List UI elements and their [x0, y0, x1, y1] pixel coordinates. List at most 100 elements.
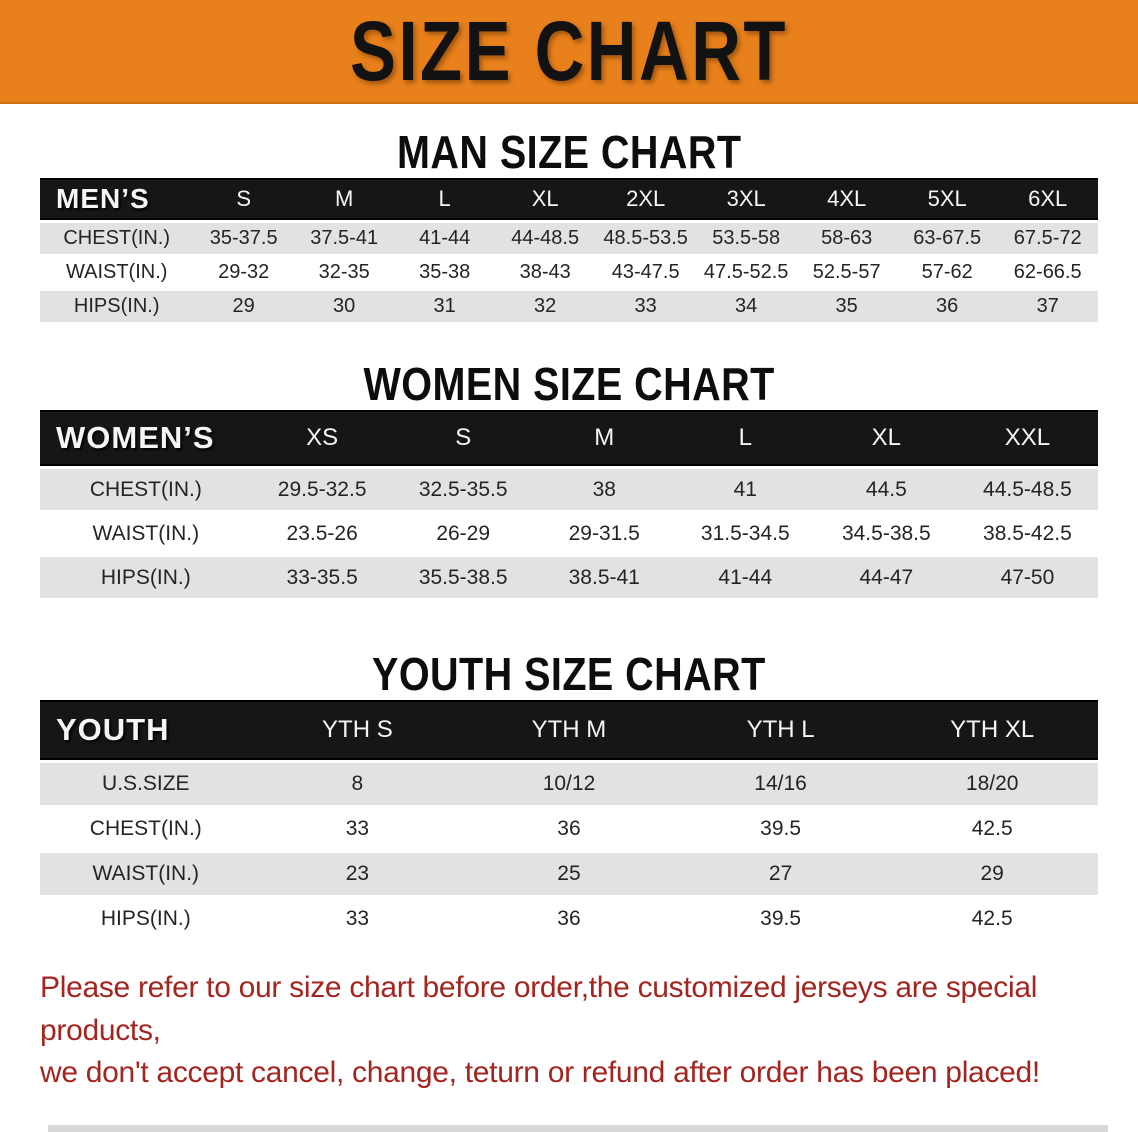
- value-cell: 44-48.5: [494, 223, 596, 254]
- size-header-cell: 6XL: [997, 178, 1098, 220]
- women-size-table: WOMEN’S XS S M L XL XXL CHEST(IN.) 29.5-…: [40, 407, 1098, 601]
- value-cell: 32-35: [293, 257, 395, 288]
- value-cell: 47-50: [956, 557, 1098, 598]
- row-label-cell: WAIST(IN.): [40, 257, 194, 288]
- men-chest-row: CHEST(IN.) 35-37.5 37.5-41 41-44 44-48.5…: [40, 223, 1098, 254]
- size-header-cell: XXL: [956, 410, 1098, 466]
- value-cell: 31.5-34.5: [674, 513, 816, 554]
- row-label-cell: CHEST(IN.): [40, 223, 194, 254]
- size-header-cell: 5XL: [896, 178, 998, 220]
- men-section-heading: MAN SIZE CHART: [0, 129, 1138, 175]
- page-title: SIZE CHART: [350, 4, 788, 98]
- size-header-cell: L: [394, 178, 495, 220]
- size-header-cell: S: [193, 178, 294, 220]
- size-header-cell: YTH M: [463, 700, 675, 760]
- size-header-cell: M: [293, 178, 395, 220]
- value-cell: 57-62: [896, 257, 998, 288]
- women-section-heading-text: WOMEN SIZE CHART: [363, 358, 775, 410]
- men-section: MAN SIZE CHART MEN’S S M L XL 2XL 3XL 4X…: [0, 129, 1138, 325]
- row-label-cell: HIPS(IN.): [40, 898, 252, 940]
- women-chest-row: CHEST(IN.) 29.5-32.5 32.5-35.5 38 41 44.…: [40, 469, 1098, 510]
- men-header-row: MEN’S S M L XL 2XL 3XL 4XL 5XL 6XL: [40, 178, 1098, 220]
- value-cell: 33: [251, 808, 464, 850]
- value-cell: 43-47.5: [595, 257, 696, 288]
- value-cell: 62-66.5: [997, 257, 1098, 288]
- women-waist-row: WAIST(IN.) 23.5-26 26-29 29-31.5 31.5-34…: [40, 513, 1098, 554]
- size-header-cell: YTH L: [674, 700, 887, 760]
- value-cell: 8: [251, 763, 464, 805]
- size-header-cell: YTH S: [251, 700, 464, 760]
- value-cell: 26-29: [392, 513, 534, 554]
- value-cell: 35-37.5: [193, 223, 294, 254]
- row-label-cell: HIPS(IN.): [40, 557, 252, 598]
- youth-waist-row: WAIST(IN.) 23 25 27 29: [40, 853, 1098, 895]
- size-header-cell: XS: [251, 410, 393, 466]
- value-cell: 41: [674, 469, 816, 510]
- value-cell: 23.5-26: [251, 513, 393, 554]
- youth-section-heading-text: YOUTH SIZE CHART: [372, 648, 766, 700]
- value-cell: 48.5-53.5: [595, 223, 696, 254]
- value-cell: 42.5: [886, 898, 1098, 940]
- size-header-cell: 3XL: [695, 178, 797, 220]
- youth-header-row: YOUTH YTH S YTH M YTH L YTH XL: [40, 700, 1098, 760]
- size-header-cell: YTH XL: [886, 700, 1098, 760]
- youth-ussize-row: U.S.SIZE 8 10/12 14/16 18/20: [40, 763, 1098, 805]
- value-cell: 33: [595, 291, 696, 322]
- value-cell: 35.5-38.5: [392, 557, 534, 598]
- row-label-cell: U.S.SIZE: [40, 763, 252, 805]
- value-cell: 44.5-48.5: [956, 469, 1098, 510]
- value-cell: 18/20: [886, 763, 1098, 805]
- value-cell: 41-44: [394, 223, 495, 254]
- value-cell: 39.5: [674, 898, 887, 940]
- value-cell: 14/16: [674, 763, 887, 805]
- value-cell: 32: [494, 291, 596, 322]
- value-cell: 33-35.5: [251, 557, 393, 598]
- size-chart-banner: SIZE CHART: [0, 0, 1138, 104]
- value-cell: 35: [796, 291, 897, 322]
- value-cell: 31: [394, 291, 495, 322]
- value-cell: 38: [533, 469, 675, 510]
- value-cell: 36: [463, 898, 675, 940]
- men-waist-row: WAIST(IN.) 29-32 32-35 35-38 38-43 43-47…: [40, 257, 1098, 288]
- size-header-cell: S: [392, 410, 534, 466]
- value-cell: 32.5-35.5: [392, 469, 534, 510]
- row-label-cell: CHEST(IN.): [40, 469, 252, 510]
- value-cell: 58-63: [796, 223, 897, 254]
- value-cell: 37: [997, 291, 1098, 322]
- value-cell: 44.5: [815, 469, 957, 510]
- value-cell: 41-44: [674, 557, 816, 598]
- value-cell: 36: [463, 808, 675, 850]
- youth-group-label: YOUTH: [40, 700, 252, 760]
- value-cell: 27: [674, 853, 887, 895]
- women-group-label: WOMEN’S: [40, 410, 252, 466]
- value-cell: 34.5-38.5: [815, 513, 957, 554]
- row-label-cell: CHEST(IN.): [40, 808, 252, 850]
- value-cell: 38.5-42.5: [956, 513, 1098, 554]
- value-cell: 29-31.5: [533, 513, 675, 554]
- value-cell: 38-43: [494, 257, 596, 288]
- value-cell: 10/12: [463, 763, 675, 805]
- size-header-cell: 4XL: [796, 178, 897, 220]
- size-header-cell: M: [533, 410, 675, 466]
- men-section-heading-text: MAN SIZE CHART: [396, 126, 742, 178]
- value-cell: 44-47: [815, 557, 957, 598]
- value-cell: 36: [896, 291, 998, 322]
- value-cell: 67.5-72: [997, 223, 1098, 254]
- size-header-cell: XL: [494, 178, 596, 220]
- size-header-cell: L: [674, 410, 816, 466]
- size-header-cell: 2XL: [595, 178, 696, 220]
- value-cell: 63-67.5: [896, 223, 998, 254]
- row-label-cell: WAIST(IN.): [40, 853, 252, 895]
- value-cell: 39.5: [674, 808, 887, 850]
- youth-chest-row: CHEST(IN.) 33 36 39.5 42.5: [40, 808, 1098, 850]
- disclaimer-line-1: Please refer to our size chart before or…: [40, 971, 1038, 1047]
- size-header-cell: XL: [815, 410, 957, 466]
- value-cell: 37.5-41: [293, 223, 395, 254]
- women-header-row: WOMEN’S XS S M L XL XXL: [40, 410, 1098, 466]
- youth-hips-row: HIPS(IN.) 33 36 39.5 42.5: [40, 898, 1098, 940]
- value-cell: 52.5-57: [796, 257, 897, 288]
- value-cell: 29: [886, 853, 1098, 895]
- value-cell: 53.5-58: [695, 223, 797, 254]
- youth-section: YOUTH SIZE CHART YOUTH YTH S YTH M YTH L…: [0, 651, 1138, 943]
- youth-size-table: YOUTH YTH S YTH M YTH L YTH XL U.S.SIZE …: [40, 697, 1098, 943]
